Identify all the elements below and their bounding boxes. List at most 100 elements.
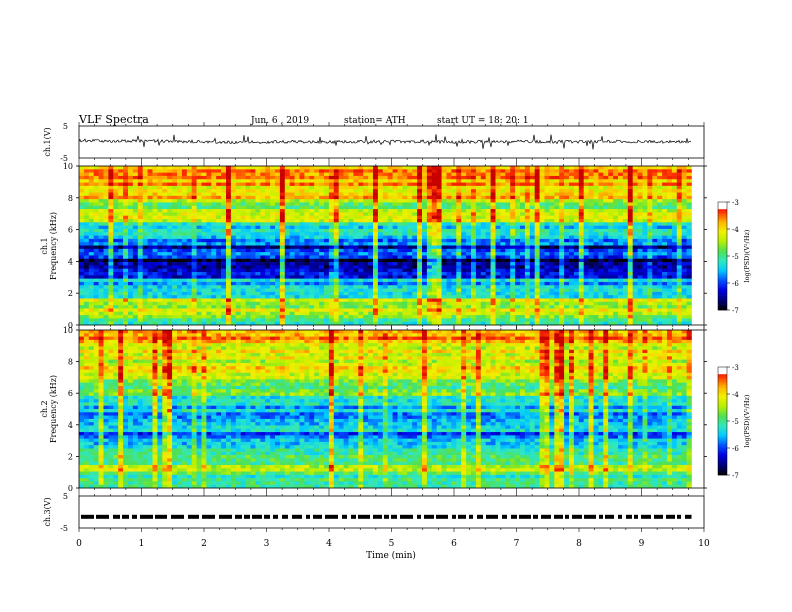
spectrogram-cell [539,182,545,187]
spectrogram-cell [426,169,433,173]
spectrogram-cell [363,245,369,250]
spectrogram-cell [172,219,178,223]
spectrogram-cell [422,305,428,309]
spectrogram-cell [201,235,207,240]
spectrogram-cell [353,248,359,253]
spectrogram-cell [456,228,462,233]
spectrogram-cell [279,248,286,253]
spectrogram-cell [181,281,188,286]
spectrogram-cell [500,228,506,233]
spectrogram-cell [172,248,178,253]
spectrogram-cell [534,262,540,266]
spectrogram-cell [319,295,325,299]
spectrogram-cell [358,278,364,283]
spectrogram-cell [235,305,241,309]
spectrogram-cell [284,202,290,207]
spectrogram-cell [407,179,413,183]
spectrogram-cell [490,199,496,203]
spectrogram-cell [309,219,315,223]
spectrogram-cell [358,318,364,322]
spectrogram-cell [221,175,227,180]
spectrogram-cell [250,166,256,170]
spectrogram-cell [196,182,202,187]
spectrogram-cell [358,219,364,223]
spectrogram-cell [191,232,197,236]
spectrogram-cell [132,258,139,263]
spectrogram-cell [353,172,359,177]
spectrogram-cell [377,215,384,220]
spectrogram-cell [211,189,217,193]
spectrogram-cell [377,301,384,306]
spectrogram-cell [417,202,423,207]
spectrogram-cell [275,209,281,213]
spectrogram-cell [387,235,393,240]
spectrogram-cell [206,272,212,276]
spectrogram-cell [573,242,580,246]
spectrogram-cell [314,238,320,243]
spectrogram-cell [431,192,437,197]
spectrogram-cell [206,238,212,243]
spectrogram-cell [564,318,570,322]
spectrogram-cell [98,295,104,299]
spectrogram-cell [93,298,99,303]
spectrogram-cell [118,232,124,236]
spectrogram-cell [260,202,266,207]
spectrogram-cell [79,281,85,286]
spectrogram-cell [544,179,550,183]
spectrogram-cell [118,192,124,197]
spectrogram-cell [495,262,501,266]
spectrogram-cell [79,189,85,193]
spectrogram-cell [451,185,457,190]
spectrogram-cell [294,281,300,286]
spectrogram-cell [578,175,584,180]
spectrogram-cell [299,295,305,299]
spectrogram-cell [382,235,388,240]
spectrogram-cell [319,192,325,197]
spectrogram-cell [216,315,222,319]
spectrogram-cell [402,281,408,286]
spectrogram-cell [510,169,516,173]
spectrogram-cell [500,238,506,243]
spectrogram-cell [147,295,153,299]
spectrogram-cell [569,252,575,256]
spectrogram-cell [103,268,109,273]
spectrogram-cell [407,209,413,213]
spectrogram-cell [191,248,197,253]
spectrogram-cell [289,265,295,269]
spectrogram-cell [304,272,310,276]
spectrogram-cell [230,175,237,180]
spectrogram-cell [490,169,496,173]
spectrogram-cell [221,238,227,243]
spectrogram-cell [422,182,428,187]
spectrogram-cell [98,235,104,240]
spectrogram-cell [495,278,501,283]
spectrogram-cell [397,308,403,313]
spectrogram-cell [123,305,129,309]
spectrogram-cell [524,278,531,283]
spectrogram-cell [294,185,300,190]
spectrogram-cell [93,185,99,190]
spectrogram-cell [93,222,99,226]
spectrogram-cell [446,258,452,263]
spectrogram-cell [108,172,114,177]
spectrogram-cell [108,199,114,203]
spectrogram-cell [520,315,526,319]
spectrogram-cell [324,228,330,233]
spectrogram-cell [363,318,369,322]
spectrogram-cell [147,219,153,223]
spectrogram-cell [446,281,452,286]
spectrogram-cell [441,222,447,226]
spectrogram-cell [275,318,281,322]
spectrogram-cell [510,225,516,230]
spectrogram-cell [221,252,227,256]
spectrogram-cell [235,288,241,293]
spectrogram-cell [422,166,428,170]
spectrogram-cell [431,242,437,246]
spectrogram-cell [324,175,330,180]
spectrogram-cell [387,321,393,326]
spectrogram-cell [294,169,300,173]
spectrogram-cell [324,301,330,306]
spectrogram-cell [113,295,119,299]
spectrogram-cell [564,242,570,246]
spectrogram-cell [461,195,467,200]
